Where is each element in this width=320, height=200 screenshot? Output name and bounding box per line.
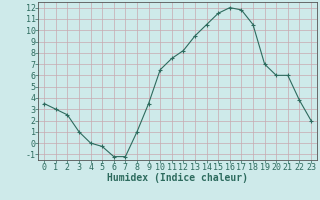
X-axis label: Humidex (Indice chaleur): Humidex (Indice chaleur) (107, 173, 248, 183)
